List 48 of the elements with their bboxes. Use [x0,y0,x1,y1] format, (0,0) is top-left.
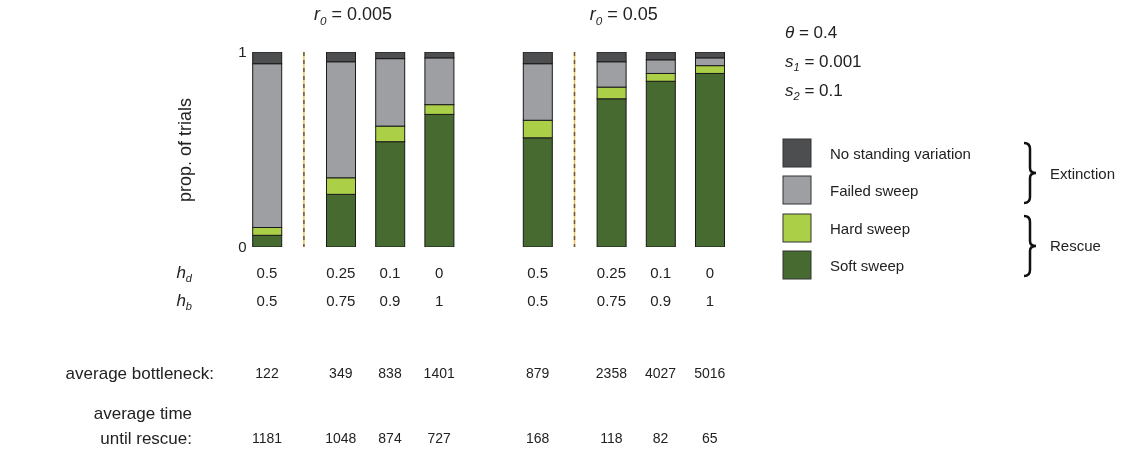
x-tick-label: 0.1 [379,263,401,281]
text: 0.9 [379,291,401,309]
text: 0.75 [596,291,626,309]
text: r$_{0}$ = 0.05 [589,4,658,27]
text: 1 [435,291,444,309]
text: 727 [427,430,452,446]
legend-label: Hard sweep [830,219,911,237]
text: 0.9 [650,291,672,309]
text: 838 [378,365,402,381]
x-tick-label: 0 [705,263,714,281]
text: 879 [525,365,550,381]
text: 118 [600,430,623,446]
text: 65 [702,430,718,446]
x-tick-label: 0.25 [596,263,626,281]
text: 122 [255,365,279,381]
x-tick-label: 0.1 [650,263,672,281]
x-tick-label: 0.5 [527,263,549,281]
text: 4027 [645,365,677,381]
text: θ = 0.4 [785,22,838,42]
text: 1401 [423,365,455,381]
text: average time until rescue: [93,403,192,448]
text: 0.75 [326,291,356,309]
text: Extinction [1050,164,1116,182]
text: r$_{0}$ = 0.005 [314,4,393,27]
legend-label: Failed sweep [830,181,919,199]
x-tick-label: 0.25 [326,263,356,281]
text: 5016 [694,365,726,381]
text: average bottleneck: [65,363,214,383]
text: 349 [329,365,353,381]
text: 2358 [595,365,628,381]
text: 874 [378,430,402,446]
text: h$_{b}$ [176,290,192,312]
text: 1181 [251,430,283,446]
text: 1 [705,291,714,309]
legend-label: No standing variation [830,144,971,162]
x-tick-label: 0 [435,263,444,281]
legend-label: Soft sweep [830,256,905,274]
text: s$_{2}$ = 0.1 [785,80,843,102]
text: 1048 [325,430,357,446]
y-axis-title: prop. of trials [175,97,195,203]
text: Rescue [1050,236,1101,254]
x-tick-label: 0.5 [256,263,278,281]
text: 82 [652,430,669,446]
text: 0.5 [256,291,278,309]
text: h$_{d}$ [176,262,193,284]
text: 0.5 [527,291,549,309]
text: s$_{1}$ = 0.001 [785,51,862,73]
text: 168 [525,430,550,446]
